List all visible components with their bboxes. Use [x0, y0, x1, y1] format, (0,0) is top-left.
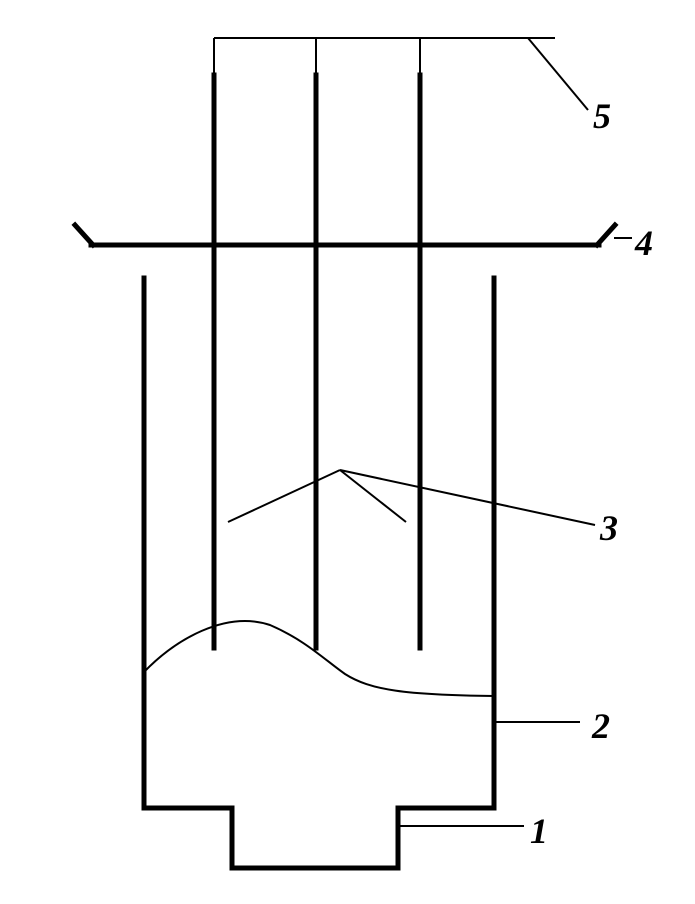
callout-label-5: 5: [593, 95, 611, 137]
callout-label-4: 4: [635, 222, 653, 264]
callout-label-1: 1: [530, 810, 548, 852]
callout-label-3: 3: [600, 507, 618, 549]
diagram-canvas: 1 2 3 4 5: [0, 0, 695, 904]
schematic-svg: [0, 0, 695, 904]
callout-label-2: 2: [592, 705, 610, 747]
